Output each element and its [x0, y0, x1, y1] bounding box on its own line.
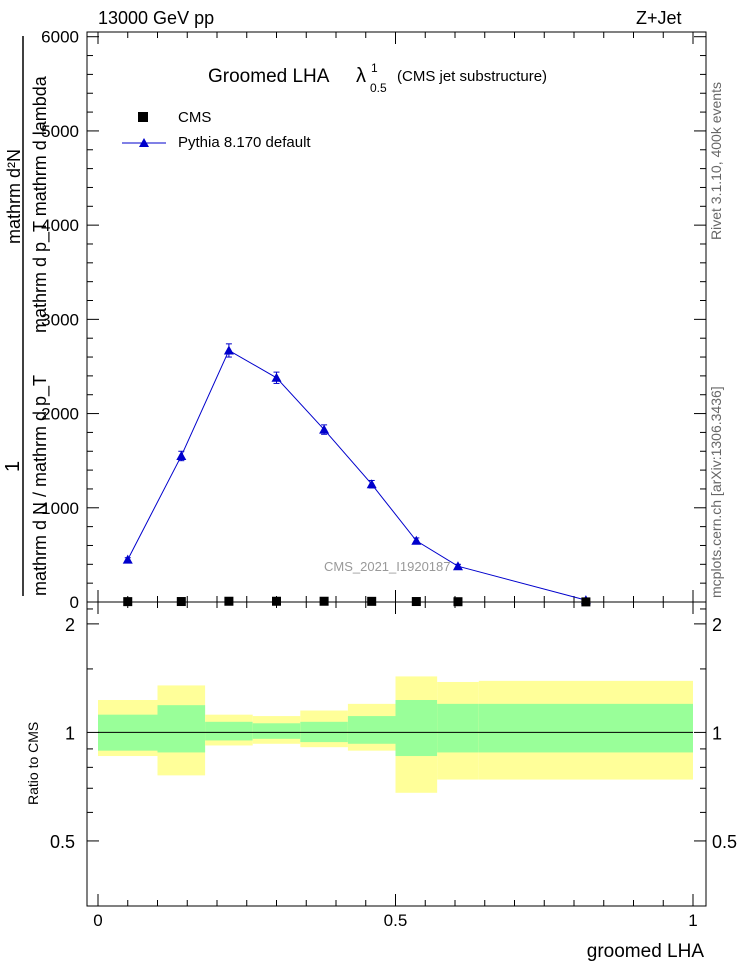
pythia-point	[319, 424, 330, 434]
y-label-one: 1	[2, 461, 24, 472]
pythia-series	[122, 343, 591, 605]
pythia-point	[411, 535, 422, 545]
process-label: Z+Jet	[636, 8, 682, 28]
main-y-tick-label: 6000	[41, 28, 79, 47]
cms-point	[272, 596, 281, 606]
main-y-tick-label: 3000	[41, 310, 79, 329]
ratio-x-ticks: 0 0.5 1	[93, 602, 698, 930]
ratio-y-tick-label-right: 1	[712, 723, 722, 743]
ratio-y-tick-label: 0.5	[50, 832, 75, 852]
main-plot-title-subscript: 0.5	[370, 81, 387, 95]
ratio-inner-band	[347, 716, 396, 744]
ratio-y-label: Ratio to CMS	[25, 722, 41, 805]
pythia-point	[223, 345, 234, 355]
ratio-inner-band	[205, 721, 253, 741]
main-y-tick-label: 1000	[41, 499, 79, 518]
ratio-y-tick-label: 2	[65, 615, 75, 635]
main-plot-title-superscript: 1	[371, 61, 378, 75]
main-y-tick-label: 4000	[41, 216, 79, 235]
cms-point	[224, 596, 234, 606]
pythia-point	[176, 450, 187, 460]
legend-cms-marker	[138, 112, 148, 122]
energy-label: 13000 GeV pp	[98, 8, 215, 28]
main-plot-title-suffix: (CMS jet substructure)	[397, 68, 547, 85]
cms-point	[319, 596, 329, 606]
ratio-inner-band	[157, 705, 206, 753]
ratio-plot-frame	[86, 601, 707, 907]
ratio-bands	[98, 676, 693, 793]
main-plot-title: Groomed LHA	[208, 66, 330, 87]
ratio-inner-band	[395, 699, 438, 757]
pythia-point	[452, 561, 463, 571]
ratio-y-tick-label: 1	[65, 723, 75, 743]
legend: CMS Pythia 8.170 default	[122, 109, 311, 151]
ratio-y-tick-label-right: 0.5	[712, 832, 737, 852]
legend-pythia-label: Pythia 8.170 default	[178, 134, 311, 151]
x-axis-label: groomed LHA	[587, 941, 705, 962]
main-y-axis-label: mathrm d²N mathrm d p_T mathrm d lambda …	[2, 36, 51, 596]
main-y-tick-label: 2000	[41, 405, 79, 424]
y-label-top: mathrm d²N	[4, 149, 24, 244]
ratio-inner-band	[478, 703, 693, 753]
ratio-inner-band	[252, 723, 301, 739]
cms-point	[367, 596, 377, 606]
pythia-point	[271, 372, 282, 382]
y-label-top-denominator: mathrm d p_T mathrm d lambda	[30, 75, 51, 333]
watermark: CMS_2021_I1920187	[324, 559, 451, 574]
main-plot-title-symbol: λ	[356, 65, 366, 87]
main-y-tick-label: 5000	[41, 122, 79, 141]
x-tick-label: 1	[688, 911, 697, 930]
legend-pythia-marker	[139, 138, 149, 147]
pythia-point	[122, 554, 133, 564]
ratio-inner-band	[437, 703, 479, 753]
main-x-ticks	[97, 32, 694, 602]
legend-cms-label: CMS	[178, 109, 211, 126]
x-tick-label: 0	[93, 911, 102, 930]
ratio-plot: 0.5 0.51 12 2 0 0.5 1 Ratio to CMS groomed LH…	[25, 601, 737, 962]
main-y-ticks: 0 1000 2000 3000 4000 5000 6000	[41, 28, 706, 612]
ratio-y-ticks: 0.5 0.5 1 1 2 2	[50, 608, 737, 852]
y-label-bottom: mathrm d N / mathrm d p_T	[30, 375, 51, 596]
x-tick-label: 0.5	[384, 911, 408, 930]
main-y-tick-label: 0	[70, 593, 79, 612]
pythia-point	[366, 479, 377, 489]
ratio-y-tick-label-right: 2	[712, 615, 722, 635]
